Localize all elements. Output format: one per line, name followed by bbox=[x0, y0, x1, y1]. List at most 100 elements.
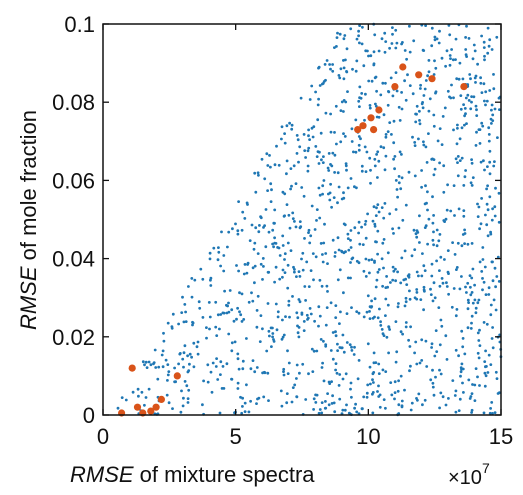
blue-point bbox=[320, 366, 324, 369]
blue-point bbox=[304, 299, 307, 302]
blue-point bbox=[321, 192, 324, 196]
blue-point bbox=[261, 327, 264, 331]
blue-point bbox=[377, 372, 381, 375]
blue-point bbox=[222, 269, 226, 273]
blue-point bbox=[467, 37, 471, 40]
blue-point bbox=[375, 206, 378, 210]
blue-point bbox=[442, 164, 446, 168]
blue-point bbox=[497, 191, 501, 195]
blue-point bbox=[349, 229, 353, 232]
blue-point bbox=[201, 316, 205, 319]
blue-point bbox=[476, 331, 480, 335]
blue-point bbox=[372, 50, 376, 54]
blue-point bbox=[219, 313, 223, 316]
blue-point bbox=[440, 143, 444, 147]
blue-point bbox=[298, 220, 302, 224]
blue-point bbox=[331, 357, 335, 361]
blue-point bbox=[255, 366, 259, 369]
blue-point bbox=[404, 300, 408, 304]
blue-point bbox=[315, 219, 318, 222]
blue-point bbox=[473, 399, 477, 402]
blue-point bbox=[192, 365, 196, 369]
blue-point bbox=[355, 186, 358, 190]
blue-point bbox=[349, 27, 353, 31]
blue-point bbox=[290, 184, 293, 188]
blue-point bbox=[261, 278, 264, 281]
blue-point bbox=[442, 190, 446, 194]
blue-point bbox=[465, 122, 468, 125]
blue-point bbox=[307, 128, 310, 132]
blue-point bbox=[469, 327, 473, 330]
blue-point bbox=[483, 58, 486, 62]
blue-point bbox=[430, 342, 434, 346]
blue-point bbox=[320, 284, 324, 288]
blue-point bbox=[482, 159, 485, 163]
blue-point bbox=[477, 205, 481, 209]
blue-point bbox=[456, 161, 459, 165]
blue-point bbox=[424, 224, 428, 228]
blue-point bbox=[300, 311, 304, 315]
blue-point bbox=[326, 166, 330, 170]
blue-point bbox=[469, 107, 473, 111]
blue-point bbox=[236, 352, 240, 356]
blue-point bbox=[473, 76, 477, 80]
blue-point bbox=[236, 306, 240, 310]
blue-point bbox=[346, 237, 350, 241]
blue-point bbox=[333, 410, 337, 414]
blue-point bbox=[157, 365, 161, 369]
blue-point bbox=[239, 395, 242, 399]
blue-point bbox=[451, 379, 455, 382]
blue-point bbox=[480, 91, 484, 94]
blue-point bbox=[199, 267, 203, 271]
blue-point bbox=[317, 324, 320, 328]
blue-point bbox=[393, 380, 397, 384]
blue-point bbox=[343, 135, 347, 138]
blue-point bbox=[247, 410, 251, 414]
blue-point bbox=[487, 139, 491, 143]
blue-point bbox=[322, 80, 326, 83]
blue-point bbox=[365, 150, 369, 154]
blue-point bbox=[301, 362, 305, 366]
x-axis-label-rest: of mixture spectra bbox=[134, 462, 316, 487]
blue-point bbox=[435, 259, 438, 263]
blue-point bbox=[342, 222, 346, 226]
blue-point bbox=[368, 310, 371, 313]
blue-point bbox=[334, 330, 337, 334]
y-tick-label: 0.02 bbox=[52, 325, 95, 350]
blue-point bbox=[371, 411, 375, 415]
blue-point bbox=[324, 323, 328, 327]
blue-point bbox=[312, 278, 315, 282]
blue-point bbox=[336, 171, 340, 175]
blue-point bbox=[454, 348, 458, 352]
blue-point bbox=[353, 345, 356, 349]
blue-point bbox=[487, 44, 491, 48]
blue-point bbox=[299, 225, 303, 229]
blue-point bbox=[243, 263, 247, 266]
blue-point bbox=[315, 155, 319, 159]
blue-point bbox=[408, 84, 412, 87]
blue-point bbox=[446, 249, 450, 253]
blue-point bbox=[393, 391, 397, 394]
orange-point bbox=[157, 395, 165, 403]
blue-point bbox=[364, 236, 368, 240]
blue-point bbox=[273, 163, 277, 167]
blue-point bbox=[455, 77, 459, 81]
blue-point bbox=[136, 387, 140, 391]
blue-point bbox=[444, 334, 448, 338]
blue-point bbox=[236, 232, 240, 236]
blue-point bbox=[321, 161, 325, 165]
blue-point bbox=[364, 92, 367, 96]
blue-point bbox=[362, 315, 366, 319]
blue-point bbox=[251, 299, 255, 303]
blue-point bbox=[418, 109, 421, 113]
blue-point bbox=[116, 406, 120, 410]
orange-point bbox=[460, 83, 468, 91]
blue-point bbox=[446, 183, 449, 187]
blue-point bbox=[493, 205, 497, 209]
blue-point bbox=[391, 26, 394, 29]
blue-point bbox=[360, 164, 364, 168]
blue-point bbox=[266, 189, 269, 193]
blue-point bbox=[246, 203, 249, 206]
blue-point bbox=[371, 372, 375, 376]
blue-point bbox=[490, 103, 494, 107]
